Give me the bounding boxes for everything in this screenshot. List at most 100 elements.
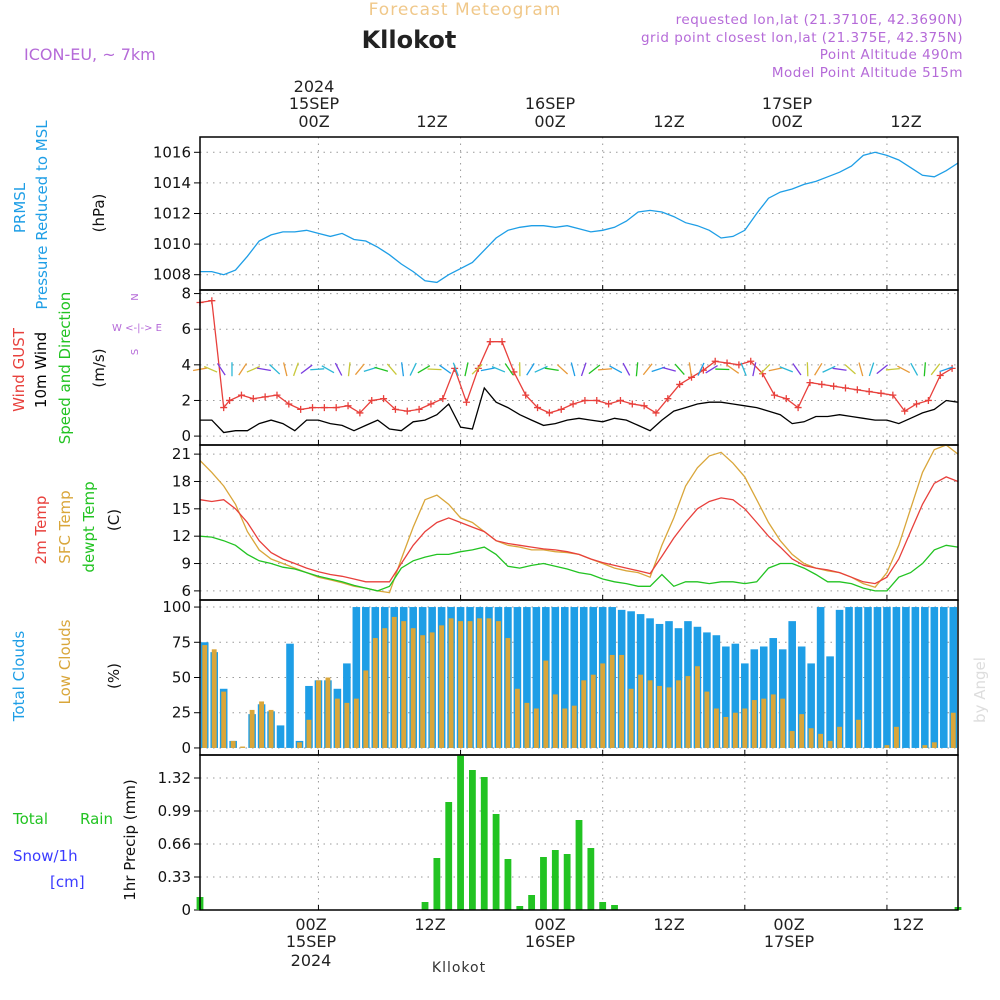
low-cloud-bar bbox=[751, 700, 757, 748]
wind-direction-arrow bbox=[705, 365, 718, 374]
top-date-3: 17SEP bbox=[762, 94, 813, 113]
wind-direction-arrow bbox=[417, 365, 431, 374]
wind-direction-arrow bbox=[622, 362, 631, 376]
clouds-ytick-label: 25 bbox=[172, 704, 191, 722]
wind-direction-arrow bbox=[534, 365, 548, 373]
top-year: 2024 bbox=[294, 77, 335, 96]
gridpoint-coords: grid point closest lon,lat (21.375E, 42.… bbox=[641, 30, 963, 46]
model-altitude: Model Point Altitude 515m bbox=[772, 65, 963, 81]
rain-bar bbox=[433, 858, 441, 910]
rain-bar bbox=[457, 755, 464, 910]
temp-ytick-label: 21 bbox=[172, 445, 191, 463]
low-cloud-bar bbox=[827, 740, 833, 748]
clouds-ytick-label: 50 bbox=[172, 669, 191, 687]
gust-marker bbox=[462, 398, 470, 406]
10m-wind-line bbox=[200, 386, 959, 434]
requested-coords: requested lon,lat (21.3710E, 42.3690N) bbox=[676, 12, 963, 28]
wind-direction-arrow bbox=[269, 364, 281, 375]
low-cloud-bar bbox=[268, 709, 274, 748]
total-cloud-bar bbox=[921, 607, 929, 748]
rain-bar bbox=[551, 850, 559, 910]
wind-ytick-label: 6 bbox=[181, 320, 191, 338]
low-cloud-bar bbox=[931, 742, 937, 748]
wind-dir-label: Speed and Direction bbox=[56, 292, 74, 445]
compass-label-we: W <-|-> E bbox=[112, 323, 162, 334]
total-cloud-bar bbox=[627, 611, 635, 748]
low-cloud-bar bbox=[458, 621, 463, 748]
gust-marker bbox=[770, 391, 778, 399]
low-cloud-bar bbox=[893, 726, 899, 748]
precip-ytick-label: 0 bbox=[181, 901, 191, 919]
gust-marker bbox=[841, 384, 849, 392]
precip-rain-label: Rain bbox=[80, 810, 113, 828]
wind-direction-arrow bbox=[779, 366, 794, 373]
pressure-unit: (hPa) bbox=[90, 194, 108, 233]
low-cloud-bar bbox=[344, 702, 350, 748]
total-cloud-bar bbox=[788, 621, 796, 748]
gust-marker bbox=[415, 405, 423, 413]
wind-direction-arrow bbox=[768, 367, 783, 372]
gust-marker bbox=[534, 404, 542, 412]
precip-frame bbox=[199, 754, 959, 911]
low-cloud-bar bbox=[325, 677, 331, 748]
watermark: by Angel bbox=[971, 657, 989, 723]
total-cloud-bar bbox=[873, 607, 882, 748]
low-cloud-bar bbox=[543, 660, 549, 748]
total-cloud-bar bbox=[911, 607, 920, 748]
top-date-1: 15SEP bbox=[289, 94, 340, 113]
low-cloud-bar bbox=[382, 628, 388, 748]
rain-bar bbox=[540, 857, 547, 910]
wind-ytick-label: 2 bbox=[181, 391, 191, 409]
low-cloud-bar bbox=[657, 685, 662, 748]
low-cloud-bar bbox=[420, 635, 426, 748]
gust-marker bbox=[486, 338, 494, 346]
wind-direction-arrow bbox=[409, 362, 417, 376]
gust-marker bbox=[309, 404, 317, 412]
low-cloud-bar bbox=[363, 670, 369, 748]
top-hour-6: 12Z bbox=[890, 112, 921, 131]
low-cloud-bar bbox=[770, 694, 776, 748]
wind-direction-arrow bbox=[504, 363, 514, 376]
low-cloud-bar bbox=[240, 746, 246, 748]
low-cloud-bar bbox=[581, 680, 587, 748]
location-title: Kllokot bbox=[362, 26, 457, 54]
low-cloud-bar bbox=[372, 638, 378, 748]
low-cloud-bar bbox=[628, 688, 634, 748]
wind-direction-arrow bbox=[300, 364, 313, 375]
low-cloud-bar bbox=[334, 698, 340, 748]
bottom-hour-1: 00Z bbox=[295, 915, 326, 934]
wind-direction-arrow bbox=[491, 366, 506, 373]
total-cloud-bar bbox=[826, 656, 834, 748]
bottom-date-2: 16SEP bbox=[525, 932, 576, 951]
wind-direction-arrow bbox=[726, 364, 740, 374]
gust-marker bbox=[427, 400, 435, 408]
wind-direction-arrow bbox=[832, 367, 847, 371]
total-cloud-bar bbox=[854, 607, 863, 748]
gust-marker bbox=[391, 405, 399, 413]
wind-ytick-label: 4 bbox=[181, 356, 191, 374]
wind-direction-arrow bbox=[580, 362, 587, 377]
wind-direction-arrow bbox=[238, 363, 248, 376]
low-cloud-bar bbox=[780, 698, 786, 748]
top-hour-4: 12Z bbox=[653, 112, 684, 131]
wind-direction-arrow bbox=[480, 367, 495, 372]
gust-marker bbox=[936, 372, 944, 380]
top-hour-5: 00Z bbox=[771, 112, 802, 131]
top-hour-1: 00Z bbox=[298, 112, 329, 131]
wind-direction-arrow bbox=[282, 362, 288, 377]
gust-marker bbox=[368, 396, 376, 404]
gust-marker bbox=[249, 395, 257, 403]
bottom-hour-2: 12Z bbox=[414, 915, 445, 934]
total-cloud-bar bbox=[939, 607, 948, 748]
wind-direction-arrow bbox=[452, 362, 459, 377]
total-cloud-bar bbox=[703, 632, 711, 748]
wind-direction-arrow bbox=[642, 363, 653, 376]
wind-direction-arrow bbox=[354, 363, 365, 376]
gust-marker bbox=[818, 380, 826, 388]
total-cloud-bar bbox=[930, 607, 939, 748]
temp-unit: (C) bbox=[105, 509, 123, 531]
low-cloud-bar bbox=[429, 632, 435, 748]
gust-marker bbox=[616, 396, 624, 404]
low-cloud-bar bbox=[496, 621, 501, 748]
